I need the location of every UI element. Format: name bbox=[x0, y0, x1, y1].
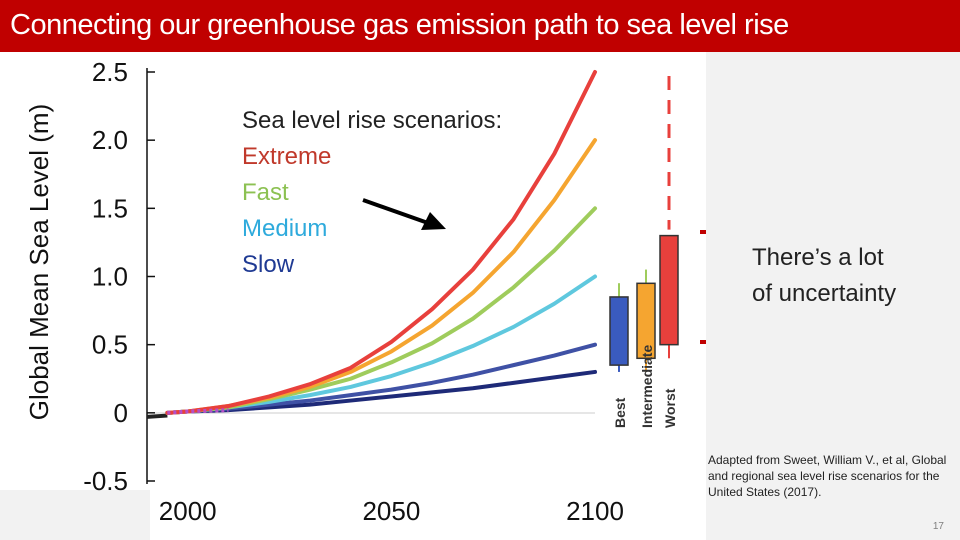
slide-title: Connecting our greenhouse gas emission p… bbox=[10, 9, 789, 41]
y-tick-label: 2.5 bbox=[92, 57, 128, 87]
series-group bbox=[165, 70, 597, 415]
y-axis-label-group: Global Mean Sea Level (m) bbox=[24, 104, 54, 420]
arrow-shaft bbox=[362, 198, 429, 225]
side-panel-background bbox=[706, 52, 960, 540]
y-tick-label: 2.0 bbox=[92, 125, 128, 155]
y-tick-label: 1.0 bbox=[92, 262, 128, 292]
range-label-intermediate: Intermediate bbox=[639, 345, 655, 428]
range-label-worst: Worst bbox=[662, 388, 678, 428]
legend: Sea level rise scenarios: Extreme Fast M… bbox=[242, 107, 502, 278]
range-bar-intermediate bbox=[636, 282, 656, 360]
y-tick-label: 0 bbox=[114, 398, 128, 428]
x-tick-label: 2100 bbox=[566, 496, 624, 526]
ranges-group: Best Intermediate Worst bbox=[609, 234, 679, 428]
observed-group bbox=[146, 413, 168, 419]
legend-item-extreme: Extreme bbox=[242, 143, 331, 170]
sea-level-chart: Global Mean Sea Level (m) 2.5 2.0 1.5 1.0 0.… bbox=[24, 57, 706, 526]
legend-item-fast: Fast bbox=[242, 179, 289, 206]
legend-item-medium: Medium bbox=[242, 215, 327, 242]
arrow-head bbox=[421, 212, 446, 230]
observed-line bbox=[146, 413, 168, 419]
series-line-high bbox=[165, 138, 597, 415]
uncertainty-bracket bbox=[700, 230, 706, 344]
page-number: 17 bbox=[932, 521, 944, 532]
y-tick-label: -0.5 bbox=[83, 466, 128, 496]
x-tick-label: 2000 bbox=[159, 496, 217, 526]
arrow bbox=[362, 198, 446, 230]
historic-overlap-line bbox=[167, 408, 229, 415]
legend-heading: Sea level rise scenarios: bbox=[242, 107, 502, 134]
y-axis-label: Global Mean Sea Level (m) bbox=[24, 104, 54, 420]
citation: Adapted from Sweet, William V., et al, G… bbox=[708, 453, 947, 499]
lower-left-background bbox=[0, 490, 150, 540]
legend-item-slow: Slow bbox=[242, 251, 295, 278]
title-bar: Connecting our greenhouse gas emission p… bbox=[0, 0, 960, 52]
y-ticks: 2.5 2.0 1.5 1.0 0.5 0 -0.5 bbox=[83, 57, 155, 496]
range-bar-worst bbox=[659, 234, 679, 346]
range-bar-best bbox=[609, 296, 629, 366]
x-tick-label: 2050 bbox=[362, 496, 420, 526]
uncertainty-note: There’s a lot of uncertainty bbox=[752, 244, 897, 307]
series-line-extreme bbox=[165, 70, 597, 415]
x-ticks: 2000 2050 2100 bbox=[159, 496, 624, 526]
range-label-best: Best bbox=[612, 397, 628, 428]
y-tick-label: 0.5 bbox=[92, 330, 128, 360]
y-tick-label: 1.5 bbox=[92, 193, 128, 223]
